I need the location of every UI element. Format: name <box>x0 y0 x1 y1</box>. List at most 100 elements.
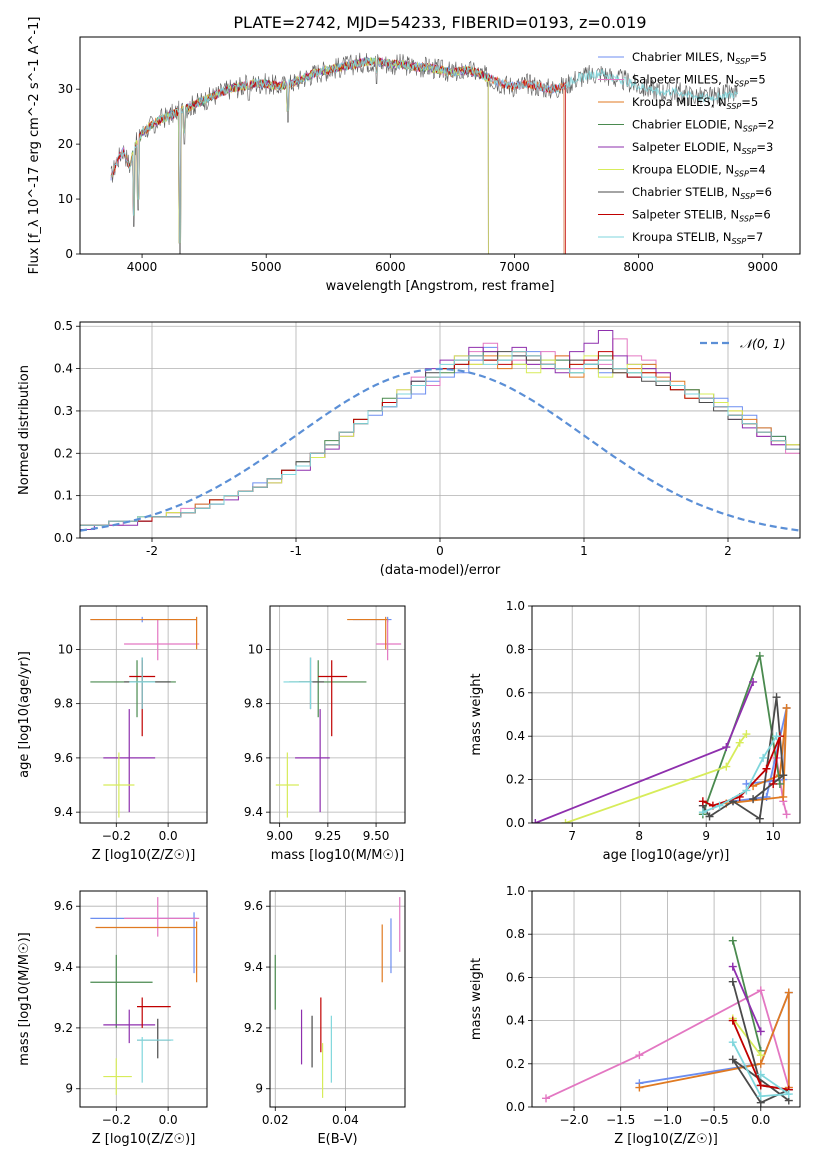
y-tick-label: 10 <box>58 192 73 206</box>
weight-marker <box>782 703 791 712</box>
x-axis-label: Z [log10(Z/Z☉)] <box>92 848 196 863</box>
weight-marker <box>728 936 737 945</box>
x-tick-label: 7000 <box>499 260 530 274</box>
histogram-series <box>80 351 800 538</box>
weight-marker <box>779 792 788 801</box>
axes-frame <box>269 890 406 1108</box>
y-tick-label: 9.6 <box>244 899 263 913</box>
x-axis-label: Z [log10(Z/Z☉)] <box>614 1132 718 1147</box>
weight-marker <box>728 977 737 986</box>
weight-marker <box>635 1051 644 1060</box>
weight-marker <box>742 786 751 795</box>
weight-marker <box>698 797 707 806</box>
y-tick-label: 9.2 <box>244 1021 263 1035</box>
weight-marker <box>698 808 707 817</box>
legend: Chabrier MILES, NSSP=5 Salpeter MILES, NS… <box>598 50 774 246</box>
y-tick-label: 9.4 <box>244 805 263 819</box>
weight-marker <box>784 1090 793 1099</box>
axes-frame <box>79 321 801 539</box>
histogram-series <box>80 355 800 538</box>
x-tick-label: −2.0 <box>559 1113 588 1127</box>
spectrum-line <box>110 56 738 244</box>
weight-series <box>702 735 781 807</box>
plot-area <box>110 52 738 254</box>
plot-area <box>532 606 800 823</box>
x-tick-label: 0.0 <box>751 1113 770 1127</box>
axes-mass-vs-Z: −0.2 0.0 9 9.2 9.4 9.6 Z [log10(Z/Z☉)] mass [lo… <box>17 890 208 1147</box>
legend-label: Chabrier MILES, NSSP=5 <box>632 50 767 66</box>
weight-series <box>731 966 762 1032</box>
x-tick-label: −1.5 <box>606 1113 635 1127</box>
axes-frame <box>531 890 801 1108</box>
axes-frame <box>79 605 208 824</box>
x-axis-label: wavelength [Angstrom, rest frame] <box>326 279 555 294</box>
weight-marker <box>742 730 751 739</box>
weight-marker <box>728 1038 737 1047</box>
axes-frame <box>79 890 208 1108</box>
legend-label: Salpeter STELIB, NSSP=6 <box>632 208 771 224</box>
x-tick-label: 7 <box>568 829 576 843</box>
x-tick-label: 9000 <box>747 260 778 274</box>
x-axis-label: (data-model)/error <box>380 563 501 578</box>
axes-frame <box>531 605 801 824</box>
x-tick-label: 9.50 <box>363 829 390 843</box>
y-tick-label: 0.4 <box>506 1014 525 1028</box>
y-tick-label: 1.0 <box>506 599 525 613</box>
weight-series <box>545 989 790 1100</box>
weight-marker <box>779 771 788 780</box>
y-tick-label: 0.5 <box>54 319 73 333</box>
histogram-series <box>80 351 800 538</box>
plot-area <box>270 891 405 1107</box>
legend-label: Salpeter ELODIE, NSSP=3 <box>632 140 773 156</box>
x-tick-label: 10 <box>766 829 781 843</box>
plot-area <box>532 891 800 1107</box>
y-tick-label: 9.8 <box>54 697 73 711</box>
legend-label: Kroupa ELODIE, NSSP=4 <box>632 163 766 179</box>
y-tick-label: 9.4 <box>54 805 73 819</box>
weight-marker <box>784 988 793 997</box>
normal-curve <box>80 367 800 532</box>
spectrum-line <box>128 57 489 254</box>
histogram-series <box>80 330 800 538</box>
plot-area <box>80 606 207 823</box>
y-axis-label: mass weight <box>469 673 484 755</box>
y-axis-label: Flux [f_λ 10^-17 erg cm^-2 s^-1 A^-1] <box>27 17 42 275</box>
x-tick-label: 8000 <box>623 260 654 274</box>
y-tick-label: 9.4 <box>244 960 263 974</box>
x-tick-label: −0.2 <box>102 1113 131 1127</box>
y-tick-label: 0.1 <box>54 489 73 503</box>
weight-marker <box>728 1055 737 1064</box>
x-tick-label: 0.04 <box>332 1113 359 1127</box>
legend-label: 𝒩(0, 1) <box>740 336 786 351</box>
y-tick-label: 9.6 <box>54 899 73 913</box>
weight-marker <box>756 1070 765 1079</box>
x-tick-label: 6000 <box>375 260 406 274</box>
weight-marker <box>756 1081 765 1090</box>
x-tick-label: −1.0 <box>653 1113 682 1127</box>
x-tick-label: 9.00 <box>266 829 293 843</box>
axes-spectrum: 4000 5000 6000 7000 8000 9000 0 10 20 30 wavelengt… <box>27 17 801 294</box>
x-tick-label: −0.2 <box>102 829 131 843</box>
x-tick-label: -1 <box>290 544 302 558</box>
y-tick-label: 0.6 <box>506 970 525 984</box>
weight-series <box>535 681 754 823</box>
spectrum-line <box>128 57 489 254</box>
spectrum-line <box>128 56 489 254</box>
histogram-series <box>80 351 800 538</box>
legend-label: Salpeter MILES, NSSP=5 <box>632 73 766 89</box>
y-tick-label: 0.2 <box>54 446 73 460</box>
legend-label: Chabrier ELODIE, NSSP=2 <box>632 118 774 134</box>
weight-marker <box>735 738 744 747</box>
x-axis-label: age [log10(age/yr)] <box>603 848 730 863</box>
weight-marker <box>749 677 758 686</box>
y-tick-label: 0.0 <box>54 531 73 545</box>
y-tick-label: 0.8 <box>506 642 525 656</box>
weight-marker <box>728 962 737 971</box>
y-tick-label: 0.4 <box>54 362 73 376</box>
weight-marker <box>775 779 784 788</box>
figure-title: PLATE=2742, MJD=54233, FIBERID=0193, z=0… <box>233 13 646 32</box>
y-tick-label: 0.4 <box>506 729 525 743</box>
axes-age-vs-Z: −0.2 0.0 9.4 9.6 9.8 10 Z [log10(Z/Z☉)] age [lo… <box>17 605 208 863</box>
weight-series <box>731 981 792 1104</box>
y-tick-label: 0.6 <box>506 686 525 700</box>
